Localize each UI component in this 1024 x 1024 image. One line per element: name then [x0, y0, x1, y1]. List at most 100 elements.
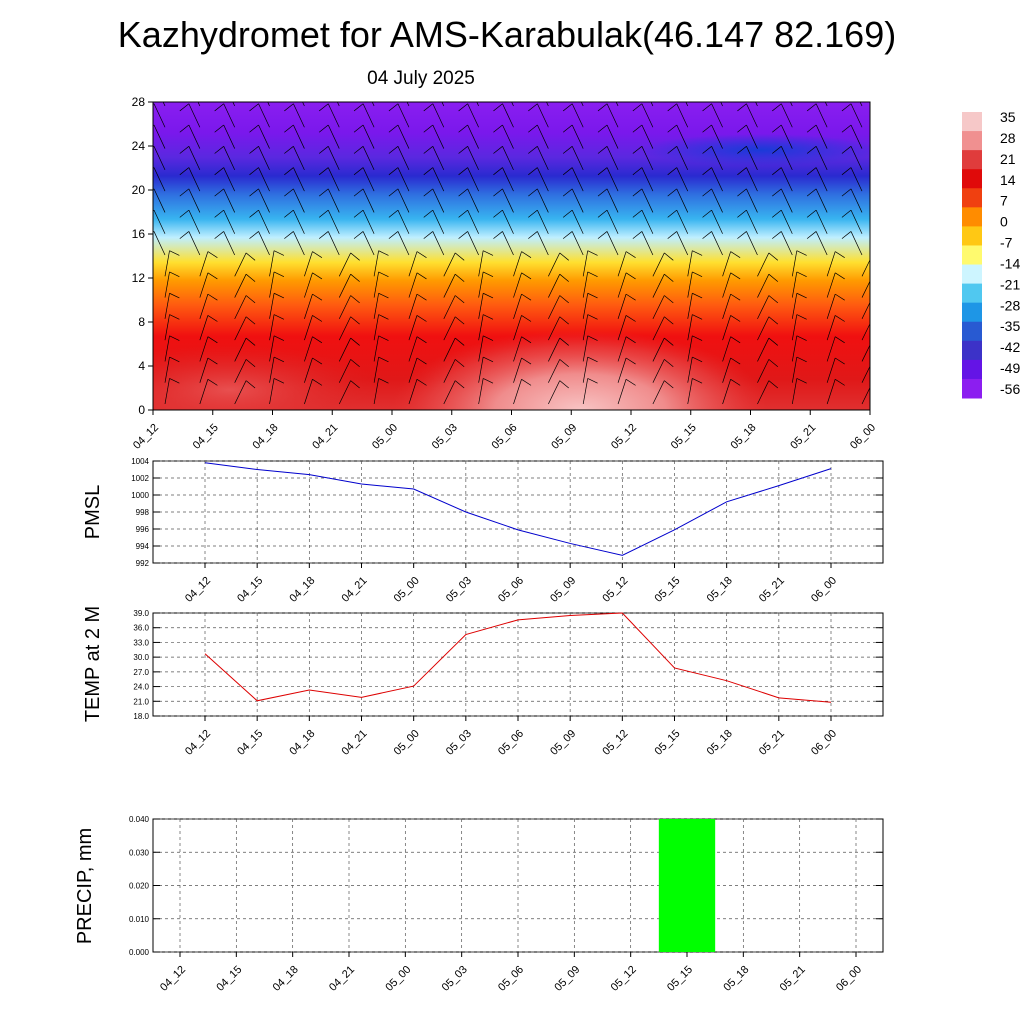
wind-barb-feather [249, 124, 259, 133]
colorbar-label: -56 [1000, 381, 1020, 397]
wind-barb [269, 250, 275, 277]
wind-barb-feather [249, 82, 258, 89]
wind-barb-feather [597, 124, 608, 133]
temp-ytick-label: 27.0 [133, 668, 149, 677]
heatmap-ytick-label: 12 [132, 271, 146, 285]
wind-barb [606, 210, 619, 234]
wind-barb [606, 103, 619, 128]
wind-barb [826, 315, 836, 341]
wind-barb [780, 146, 793, 171]
wind-barb-feather [378, 378, 389, 384]
wind-barb [164, 271, 170, 298]
wind-barb [164, 357, 170, 383]
wind-barb-feather [378, 356, 389, 363]
wind-barb [617, 357, 627, 383]
wind-barb [757, 252, 770, 277]
wind-barb-feather [562, 167, 573, 176]
wind-barb [502, 167, 514, 192]
wind-barb [293, 124, 305, 149]
wind-barb-feather [318, 209, 329, 218]
wind-barb-feather [284, 103, 294, 112]
wind-barb-feather [796, 378, 807, 384]
wind-barb-feather [587, 250, 598, 256]
temp-xtick-label: 05_21 [757, 728, 787, 758]
wind-barb-feather [806, 231, 817, 239]
wind-barb [478, 335, 484, 362]
wind-barb-feather [350, 252, 360, 261]
heatmap-xtick-label: 05_18 [729, 422, 759, 452]
wind-barb [408, 379, 418, 405]
wind-barb [362, 167, 375, 192]
wind-barb [153, 210, 166, 234]
wind-barb [304, 357, 313, 383]
wind-barb [791, 378, 798, 405]
wind-barb [722, 294, 731, 319]
wind-barb-feather [768, 337, 779, 346]
wind-barb [722, 379, 731, 405]
wind-barb-feather [667, 167, 677, 176]
wind-barb-feather [350, 273, 360, 282]
wind-barb [746, 167, 758, 192]
wind-barb-feather [692, 292, 703, 299]
wind-barb [293, 146, 305, 171]
wind-barb-feather [632, 231, 643, 239]
wind-barb-feather [730, 357, 741, 365]
wind-barb [327, 124, 340, 149]
wind-barb [502, 124, 514, 149]
wind-barb-feather [796, 292, 807, 299]
wind-barb [397, 124, 410, 149]
wind-barb [153, 103, 166, 128]
wind-barb-feather [483, 314, 494, 320]
wind-barb [722, 357, 731, 383]
wind-barb-feather [841, 209, 852, 218]
wind-barb [757, 295, 770, 320]
temp-xtick-label: 04_21 [340, 728, 370, 758]
wind-barb-feather [841, 188, 852, 197]
wind-barb [652, 359, 665, 383]
wind-barb [582, 314, 589, 341]
pmsl-ytick-label: 996 [136, 525, 150, 534]
wind-barb-feather [284, 231, 294, 239]
wind-barb [850, 210, 863, 234]
wind-barb [234, 295, 247, 320]
heatmap-ytick-label: 16 [132, 227, 146, 241]
temp-ylabel: TEMP at 2 M [82, 606, 104, 722]
heatmap-xtick-label: 05_21 [788, 422, 818, 452]
wind-barb [164, 335, 170, 362]
wind-barb-feather [841, 103, 852, 112]
wind-barb [234, 380, 247, 405]
pmsl-ytick-label: 1004 [131, 457, 149, 466]
wind-barb-feather [214, 188, 224, 197]
heatmap-ytick-label: 4 [138, 359, 145, 373]
pmsl-xtick-label: 05_18 [705, 575, 735, 605]
wind-barb-feather [423, 188, 434, 197]
wind-barb [780, 167, 793, 192]
page-subtitle: 04 July 2025 [367, 68, 475, 89]
wind-barb [269, 271, 275, 298]
wind-barb [652, 295, 665, 320]
wind-barb [223, 188, 236, 213]
wind-barb [338, 359, 351, 383]
pmsl-panel: 992 994 996 998 1000 1002 1004 04_12 04_15 04_18… [82, 457, 884, 605]
wind-barb-feather [598, 82, 607, 89]
wind-barb-feather [214, 146, 224, 154]
wind-barb [641, 231, 654, 256]
wind-barb-feather [312, 357, 323, 365]
pmsl-series-line [204, 462, 832, 556]
colorbar-swatch [962, 321, 982, 342]
wind-barb-feather [562, 146, 573, 154]
wind-barb-feather [318, 103, 329, 112]
wind-barb-feather [388, 146, 399, 154]
wind-barb [223, 210, 236, 234]
wind-barb-feather [249, 188, 259, 197]
wind-barb-feather [319, 82, 328, 89]
wind-barb [338, 295, 351, 320]
wind-barb [373, 271, 379, 298]
wind-barb [606, 146, 619, 171]
wind-barb-feather [378, 250, 389, 256]
precip-xtick-label: 04_15 [214, 964, 244, 994]
wind-barb-feather [169, 356, 180, 363]
wind-barb-feather [284, 167, 294, 176]
wind-barb-feather [454, 252, 465, 261]
wind-barb [432, 124, 445, 149]
